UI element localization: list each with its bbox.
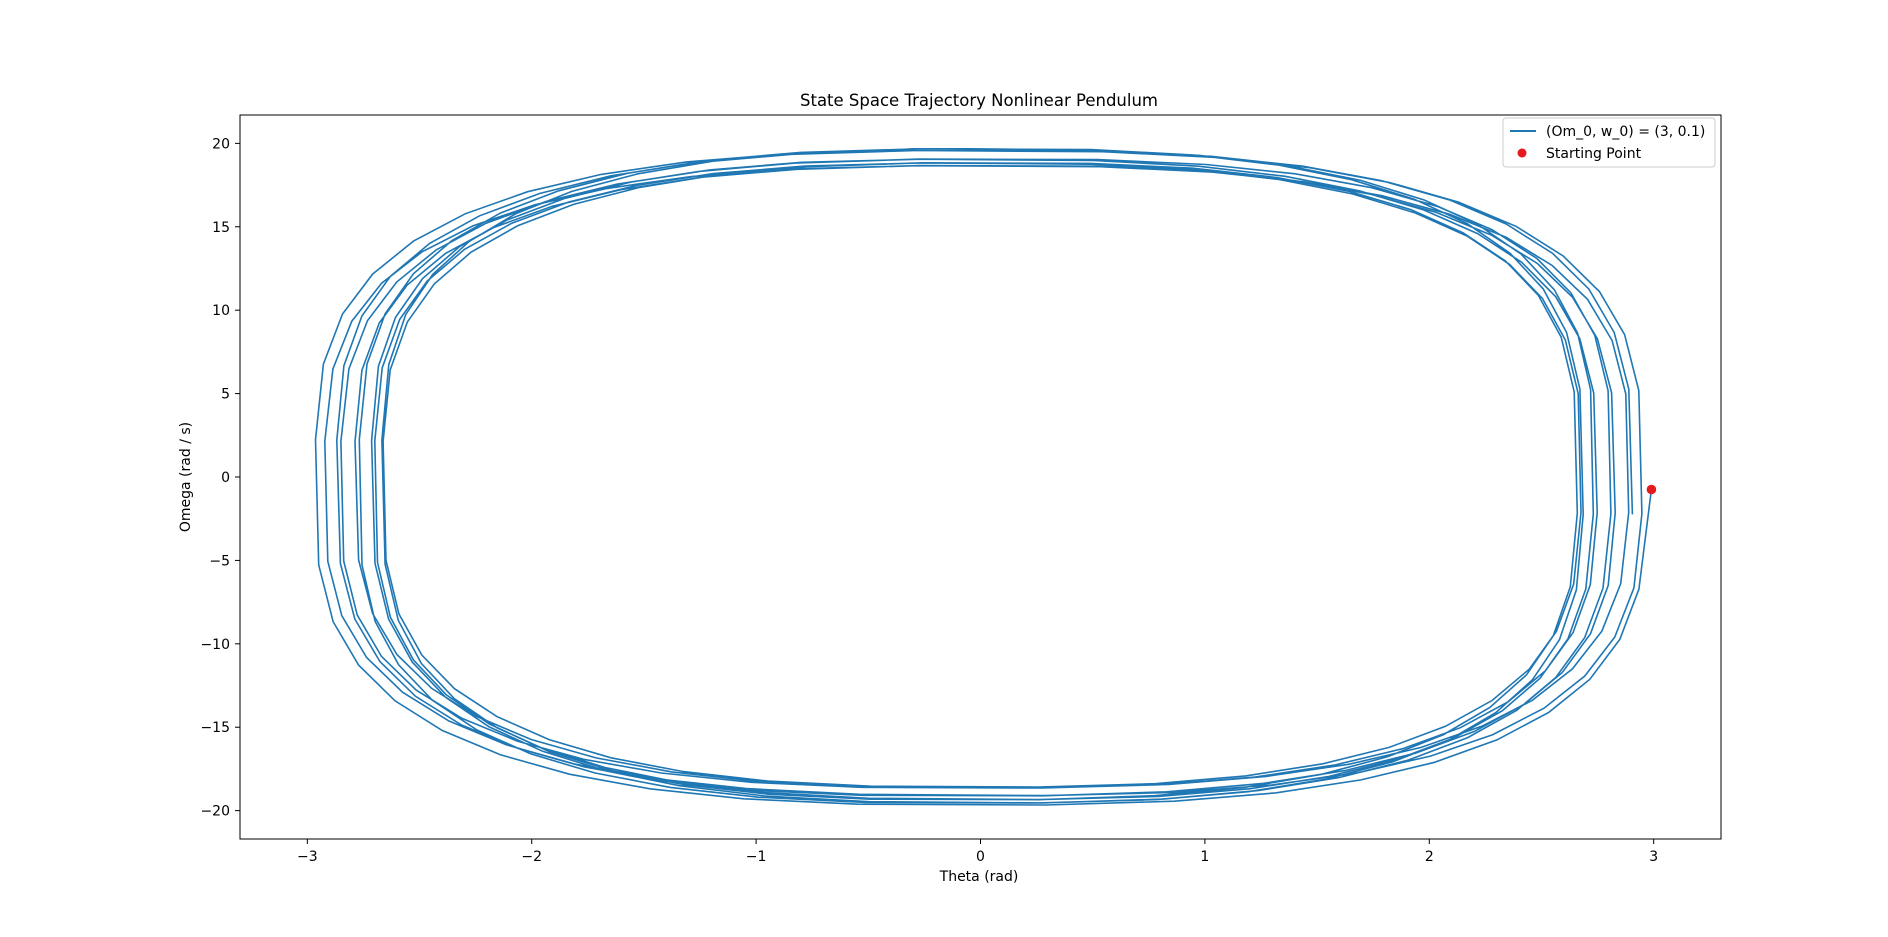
legend-box — [1502, 117, 1716, 168]
y-tick-label: 15 — [212, 220, 230, 236]
x-tick-label: −1 — [746, 849, 767, 865]
y-tick-label: −15 — [200, 720, 230, 736]
y-axis-label: Omega (rad / s) — [178, 422, 194, 532]
y-tick-label: 10 — [212, 303, 230, 319]
y-tick-label: 20 — [212, 136, 230, 152]
legend-label-starting-point: Starting Point — [1546, 146, 1642, 162]
x-tick-label: −2 — [521, 849, 542, 865]
x-tick-label: 0 — [976, 849, 985, 865]
y-tick-label: −5 — [209, 553, 230, 569]
trajectory-line — [314, 147, 1653, 806]
legend-marker-swatch — [1517, 148, 1527, 158]
x-tick-label: −3 — [297, 849, 318, 865]
legend-label-trajectory: (Om_0, w_0) = (3, 0.1) — [1546, 124, 1705, 140]
y-tick-label: −20 — [200, 804, 230, 820]
x-tick-label: 2 — [1425, 849, 1434, 865]
y-tick-label: 0 — [221, 470, 230, 486]
series-layer — [314, 147, 1657, 806]
y-tick-label: 5 — [221, 387, 230, 403]
x-axis-label: Theta (rad) — [939, 869, 1019, 885]
legend: (Om_0, w_0) = (3, 0.1) Starting Point — [1502, 117, 1716, 168]
y-tick-label: −10 — [200, 637, 230, 653]
x-axis: −3 −2 −1 0 1 2 3 — [297, 839, 1658, 865]
chart-title: State Space Trajectory Nonlinear Pendulu… — [800, 91, 1158, 110]
y-axis: −20 −15 −10 −5 0 5 10 15 20 — [200, 136, 240, 820]
x-tick-label: 1 — [1200, 849, 1209, 865]
starting-point-marker — [1646, 484, 1657, 495]
x-tick-label: 3 — [1649, 849, 1658, 865]
